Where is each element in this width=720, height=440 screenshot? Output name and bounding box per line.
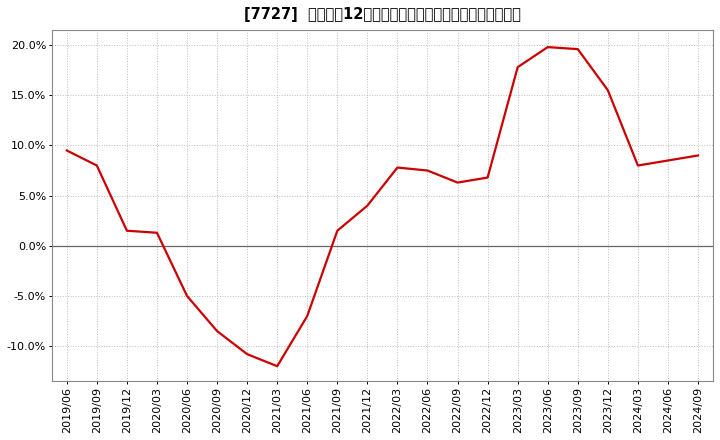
Title: [7727]  売上高の12か月移動合計の対前年同期増減率の推移: [7727] 売上高の12か月移動合計の対前年同期増減率の推移 [244,7,521,22]
